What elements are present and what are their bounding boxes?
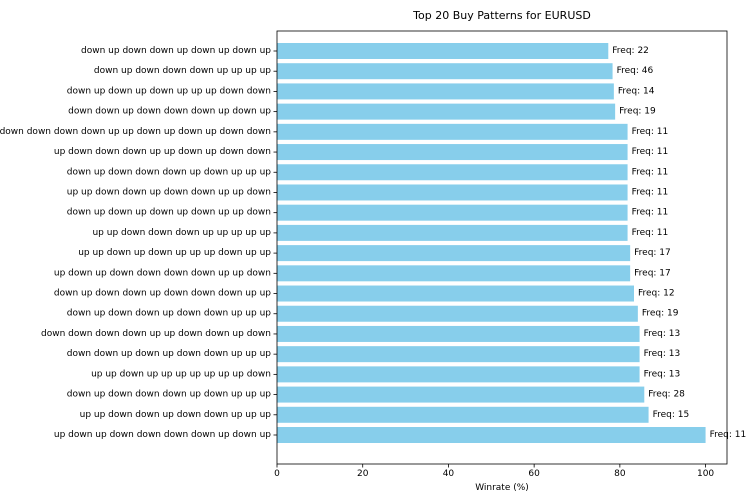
bar-label: Freq: 11 bbox=[632, 167, 669, 177]
y-tick-label: down up down down down up down up up up bbox=[67, 167, 272, 177]
y-tick-label: down down down down up up down up down u… bbox=[0, 127, 271, 137]
bar-label: Freq: 11 bbox=[710, 430, 747, 440]
bar-label: Freq: 11 bbox=[632, 208, 669, 218]
bar-label: Freq: 13 bbox=[644, 349, 681, 359]
bar bbox=[277, 325, 640, 342]
bar bbox=[277, 366, 640, 383]
y-tick-label: down down up down up down down up up up bbox=[67, 349, 272, 359]
bar bbox=[277, 265, 631, 282]
bar-label: Freq: 28 bbox=[648, 390, 685, 400]
x-tick-label: 0 bbox=[274, 469, 280, 479]
bar-labels: Freq: 22 Freq: 46 Freq: 14 Freq: 19 Freq: 11… bbox=[612, 46, 746, 440]
x-tick-label: 40 bbox=[443, 469, 455, 479]
bar bbox=[277, 63, 613, 80]
x-axis-label: Winrate (%) bbox=[475, 483, 529, 493]
bar-label: Freq: 11 bbox=[632, 187, 669, 197]
y-tick-label: down up down up down up down up up down bbox=[67, 208, 271, 218]
bar-label: Freq: 13 bbox=[644, 369, 681, 379]
bar bbox=[277, 144, 628, 161]
bar bbox=[277, 346, 640, 363]
bar-label: Freq: 17 bbox=[634, 268, 671, 278]
bar-label: Freq: 11 bbox=[632, 127, 669, 137]
y-tick-labels: down up down down up down up down up down… bbox=[0, 46, 277, 440]
bar-label: Freq: 19 bbox=[642, 309, 679, 319]
bar-label: Freq: 14 bbox=[618, 86, 655, 96]
x-tick-label: 20 bbox=[357, 469, 369, 479]
y-tick-label: up up down up down up up up down up up bbox=[78, 248, 271, 258]
y-tick-label: down down up down down down up down up bbox=[68, 107, 271, 117]
x-tick-label: 80 bbox=[614, 469, 626, 479]
x-tick-label: 100 bbox=[697, 469, 714, 479]
y-tick-label: up down down down up up down up down dow… bbox=[54, 147, 271, 157]
y-tick-label: down down down down up up down down up d… bbox=[41, 329, 271, 339]
bar bbox=[277, 204, 628, 221]
bar bbox=[277, 164, 628, 181]
y-tick-label: down up down down up down down up up up bbox=[67, 309, 272, 319]
y-tick-label: down up down down down up down up up up bbox=[67, 390, 272, 400]
x-tick-labels: 0 20 40 60 80 100 bbox=[274, 464, 714, 479]
y-tick-label: up up down up up up up up up up down bbox=[91, 369, 271, 379]
bar bbox=[277, 184, 628, 201]
bar bbox=[277, 245, 631, 262]
x-tick-label: 60 bbox=[528, 469, 540, 479]
bars-group bbox=[277, 43, 706, 443]
bar bbox=[277, 427, 706, 443]
y-tick-label: up down up down down down down up up dow… bbox=[54, 268, 271, 278]
bar-label: Freq: 19 bbox=[619, 107, 656, 117]
plot-frame bbox=[276, 30, 728, 465]
bar-label: Freq: 15 bbox=[653, 410, 690, 420]
bar bbox=[277, 386, 645, 403]
bar-label: Freq: 17 bbox=[634, 248, 671, 258]
y-tick-label: down up down down up down up down up bbox=[81, 46, 271, 56]
y-tick-label: up down up down down down down up down u… bbox=[54, 430, 271, 440]
chart-title: Top 20 Buy Patterns for EURUSD bbox=[412, 9, 591, 22]
y-tick-label: up up down down down up up up up up bbox=[92, 228, 271, 238]
bar bbox=[277, 43, 609, 59]
bar bbox=[277, 285, 634, 302]
bar bbox=[277, 103, 616, 120]
bar-label: Freq: 12 bbox=[638, 289, 675, 299]
bar bbox=[277, 123, 628, 140]
bar-label: Freq: 13 bbox=[644, 329, 681, 339]
bar bbox=[277, 406, 649, 423]
y-tick-label: up up down down up down down up up down bbox=[67, 187, 271, 197]
bar-label: Freq: 22 bbox=[612, 46, 649, 56]
y-tick-label: down up down down down up up up up bbox=[94, 66, 271, 76]
bar-label: Freq: 46 bbox=[617, 66, 654, 76]
y-tick-label: up up down down up down down up up up bbox=[80, 410, 272, 420]
y-tick-label: down up down down up down down down up u… bbox=[54, 289, 271, 299]
y-tick-label: down up down up down up up up down down bbox=[67, 86, 271, 96]
bar bbox=[277, 224, 628, 241]
bar bbox=[277, 83, 614, 100]
bar-label: Freq: 11 bbox=[632, 228, 669, 238]
bar-label: Freq: 11 bbox=[632, 147, 669, 157]
bar bbox=[277, 305, 638, 322]
